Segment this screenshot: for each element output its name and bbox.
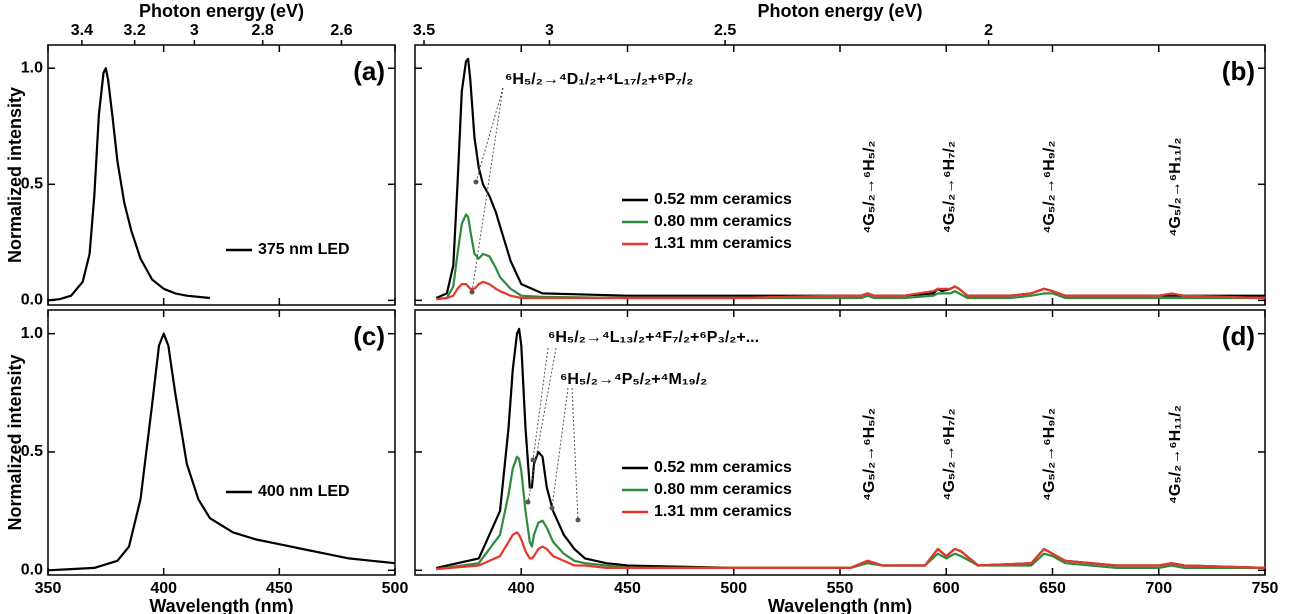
x-axis-title: Wavelength (nm) [768, 596, 912, 614]
annotation: ⁶H₅/₂→⁴P₅/₂+⁴M₁₉/₂ [560, 371, 707, 388]
arrow-head [530, 457, 536, 463]
x-tick-label: 750 [1252, 580, 1279, 597]
transition-label: ⁴G₅/₂→⁶H₁₁/₂ [1167, 405, 1184, 504]
plot-frame [47, 309, 396, 576]
transition-label: ⁴G₅/₂→⁶H₉/₂ [1041, 141, 1058, 234]
x-tick-label: 500 [382, 580, 409, 597]
y-tick-label: 0.5 [21, 443, 43, 460]
annotation: ⁶H₅/₂→⁴L₁₃/₂+⁴F₇/₂+⁶P₃/₂+... [548, 329, 759, 346]
data-line [436, 455, 1265, 571]
arrow-head [469, 289, 475, 295]
legend-label: 0.80 mm ceramics [654, 481, 792, 498]
y-axis-title: Normalized intensity [5, 354, 25, 530]
x-tick-label: 650 [1039, 580, 1066, 597]
annotation-arrow [571, 387, 579, 521]
transition-label: ⁴G₅/₂→⁶H₅/₂ [861, 140, 878, 233]
x2-tick-label: 2 [984, 22, 993, 39]
x-tick-label: 450 [266, 580, 293, 597]
arrow-head [525, 499, 531, 505]
x2-axis-title: Photon energy (eV) [139, 1, 304, 21]
x2-tick-label: 3 [545, 22, 554, 39]
data-line [47, 332, 396, 572]
x2-tick-label: 3 [190, 22, 199, 39]
x2-tick-label: 3.5 [413, 22, 435, 39]
legend-label: 400 nm LED [258, 483, 350, 500]
transition-label: ⁴G₅/₂→⁶H₇/₂ [941, 141, 958, 233]
transition-label: ⁴G₅/₂→⁶H₅/₂ [861, 408, 878, 501]
x2-tick-label: 2.8 [252, 22, 274, 39]
annotation-arrow [527, 347, 557, 503]
x2-tick-label: 2.5 [714, 22, 736, 39]
y-axis-title: Normalized intensity [5, 87, 25, 263]
legend-label: 375 nm LED [258, 241, 350, 258]
annotation: ⁶H₅/₂→⁴D₁/₂+⁴L₁₇/₂+⁶P₇/₂ [505, 71, 693, 88]
x2-tick-label: 3.4 [71, 22, 93, 39]
legend-label: 0.52 mm ceramics [654, 191, 792, 208]
x-tick-label: 350 [35, 580, 62, 597]
annotation-arrow [471, 87, 504, 293]
panel-label: (a) [353, 56, 385, 86]
x-tick-label: 600 [933, 580, 960, 597]
data-line [435, 57, 1265, 300]
x-tick-label: 550 [827, 580, 854, 597]
y-tick-label: 1.0 [21, 59, 43, 76]
y-tick-label: 0.5 [21, 176, 43, 193]
data-line [436, 327, 1266, 569]
transition-label: ⁴G₅/₂→⁶H₉/₂ [1041, 408, 1058, 501]
legend-label: 1.31 mm ceramics [654, 503, 792, 520]
x-tick-label: 400 [150, 580, 177, 597]
transition-label: ⁴G₅/₂→⁶H₁₁/₂ [1167, 138, 1184, 237]
y-tick-label: 0.0 [21, 292, 43, 309]
y-tick-label: 0.0 [21, 561, 43, 578]
legend-label: 0.80 mm ceramics [654, 213, 792, 230]
plot-frame [47, 44, 396, 306]
plot-frame [414, 309, 1266, 576]
arrow-head [549, 505, 555, 511]
panel-label: (d) [1222, 321, 1255, 351]
arrow-head [473, 179, 479, 185]
transition-label: ⁴G₅/₂→⁶H₇/₂ [941, 408, 958, 500]
legend-label: 1.31 mm ceramics [654, 235, 792, 252]
x-axis-title: Wavelength (nm) [149, 596, 293, 614]
x2-tick-label: 2.6 [330, 22, 352, 39]
x-tick-label: 450 [614, 580, 641, 597]
annotation-arrow [532, 347, 549, 461]
data-line [47, 67, 211, 302]
panel-label: (b) [1222, 56, 1255, 86]
data-line [436, 280, 1266, 301]
annotation-arrow [475, 87, 504, 183]
x-tick-label: 500 [720, 580, 747, 597]
data-line [436, 531, 1266, 571]
annotation-arrow [551, 387, 569, 509]
x2-tick-label: 3.2 [124, 22, 146, 39]
x-tick-label: 700 [1145, 580, 1172, 597]
legend-label: 0.52 mm ceramics [654, 459, 792, 476]
panel-label: (c) [353, 321, 385, 351]
data-line [436, 213, 1265, 301]
arrow-head [575, 517, 581, 523]
y-tick-label: 1.0 [21, 325, 43, 342]
x2-axis-title: Photon energy (eV) [757, 1, 922, 21]
x-tick-label: 400 [508, 580, 535, 597]
